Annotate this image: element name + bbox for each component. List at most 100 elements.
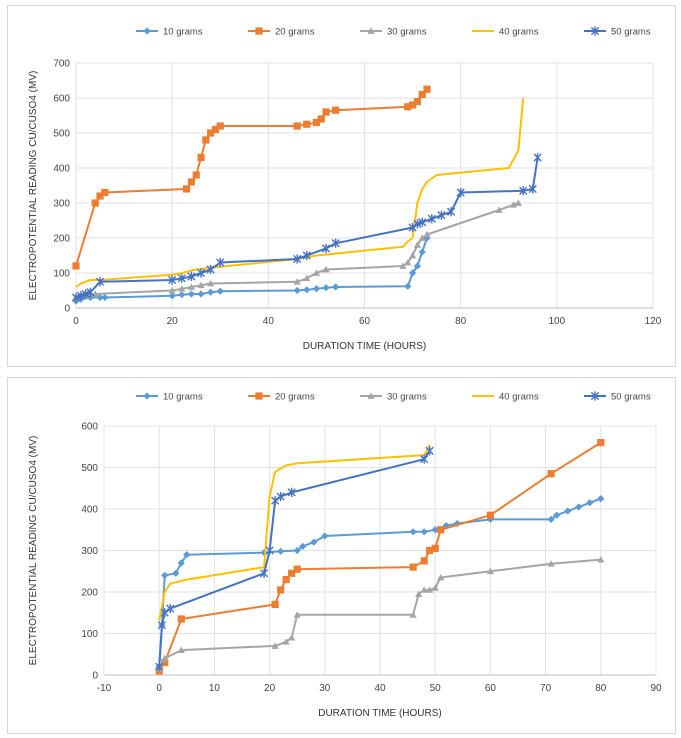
data-point xyxy=(431,526,439,534)
data-point xyxy=(95,277,105,287)
data-point xyxy=(303,286,311,294)
series-30-grams xyxy=(72,199,522,301)
data-point xyxy=(418,248,426,256)
series-50-grams xyxy=(155,446,434,672)
series-line xyxy=(158,450,431,667)
data-point xyxy=(177,646,185,653)
series-30-grams xyxy=(155,556,605,672)
data-point xyxy=(96,192,104,200)
data-point xyxy=(495,206,503,213)
data-point xyxy=(178,285,186,292)
data-point xyxy=(420,586,428,593)
y-axis-label: ELECTROPOTENTIAL READING CU/CUSO4 (MV) xyxy=(28,436,39,666)
x-tick-label: 120 xyxy=(645,316,662,327)
y-tick-label: 0 xyxy=(92,671,98,682)
data-point xyxy=(187,271,196,282)
legend-entry: 30 grams xyxy=(360,392,427,403)
series-10-grams xyxy=(72,234,431,305)
data-point xyxy=(303,120,311,128)
data-point xyxy=(597,556,605,563)
data-point xyxy=(409,611,417,618)
data-point xyxy=(299,542,307,550)
legend-label: 50 grams xyxy=(611,392,651,403)
data-point xyxy=(404,103,412,111)
data-point xyxy=(271,496,280,506)
series-line xyxy=(158,444,431,622)
data-point xyxy=(187,290,195,298)
data-point xyxy=(332,106,340,114)
data-point xyxy=(293,254,302,264)
data-point xyxy=(420,557,428,565)
data-point xyxy=(177,273,186,283)
y-tick-label: 700 xyxy=(53,59,70,70)
data-point xyxy=(177,559,185,567)
data-point xyxy=(288,569,296,577)
data-point xyxy=(187,283,195,290)
x-tick-label: 80 xyxy=(455,316,467,327)
data-point xyxy=(265,545,274,556)
legend-label: 30 grams xyxy=(387,392,427,403)
data-point xyxy=(418,90,426,99)
data-point xyxy=(177,615,185,623)
x-tick-label: 0 xyxy=(156,683,162,694)
chart-1: 0 100 200 300 400 500 600 700 0 20 40 60 80 100 120 DUR… xyxy=(28,26,662,352)
data-point xyxy=(172,569,180,577)
data-point xyxy=(312,269,321,276)
gridlines xyxy=(103,425,657,676)
data-point xyxy=(259,568,269,578)
y-tick-label: 400 xyxy=(81,505,98,516)
series-40-grams xyxy=(75,97,525,288)
legend-marker xyxy=(255,392,263,400)
legend-label: 20 grams xyxy=(275,27,315,38)
data-point xyxy=(76,291,85,301)
data-point xyxy=(586,499,594,507)
data-point xyxy=(317,115,325,123)
x-tick-label: 70 xyxy=(540,683,552,694)
data-point xyxy=(207,288,215,296)
data-point xyxy=(322,284,330,292)
data-point xyxy=(597,495,605,503)
y-tick-label: 300 xyxy=(53,199,70,210)
y-tick-label: 600 xyxy=(81,422,98,433)
data-point xyxy=(431,544,439,553)
legend-entry: 40 grams xyxy=(472,27,539,38)
data-point xyxy=(514,199,522,206)
data-point xyxy=(322,265,330,273)
data-point xyxy=(282,638,290,645)
legend-entry: 50 grams xyxy=(584,391,651,403)
data-point xyxy=(413,262,421,270)
data-point xyxy=(575,503,583,511)
legend-entry: 50 grams xyxy=(584,26,651,38)
data-point xyxy=(182,185,191,193)
legend-marker xyxy=(143,392,151,400)
data-point xyxy=(408,101,417,109)
x-tick-label: 20 xyxy=(264,683,276,694)
data-point xyxy=(168,275,177,285)
data-point xyxy=(86,287,95,297)
data-point xyxy=(547,560,555,567)
series-50-grams xyxy=(71,152,542,303)
series-40-grams xyxy=(158,444,431,622)
x-tick-label: 50 xyxy=(430,683,442,694)
data-point xyxy=(166,604,175,614)
data-point xyxy=(271,600,279,609)
data-point xyxy=(437,526,445,534)
y-axis-label: ELECTROPOTENTIAL READING CU/CUSO4 (MV) xyxy=(28,71,39,301)
x-tick-label: 100 xyxy=(548,316,565,327)
data-point xyxy=(425,446,434,456)
data-point xyxy=(423,85,431,93)
data-point xyxy=(547,470,555,478)
x-tick-label: 40 xyxy=(263,316,275,327)
data-point xyxy=(207,279,215,287)
data-point xyxy=(431,584,439,591)
data-point xyxy=(415,590,423,597)
data-point xyxy=(413,97,421,106)
x-tick-label: -10 xyxy=(97,683,112,694)
data-point xyxy=(519,186,528,196)
data-point xyxy=(446,207,456,217)
x-tick-label: 10 xyxy=(209,683,221,694)
legend-entry: 20 grams xyxy=(248,27,315,38)
legend-label: 20 grams xyxy=(275,392,315,403)
legend-marker xyxy=(255,27,263,35)
data-point xyxy=(293,278,301,285)
